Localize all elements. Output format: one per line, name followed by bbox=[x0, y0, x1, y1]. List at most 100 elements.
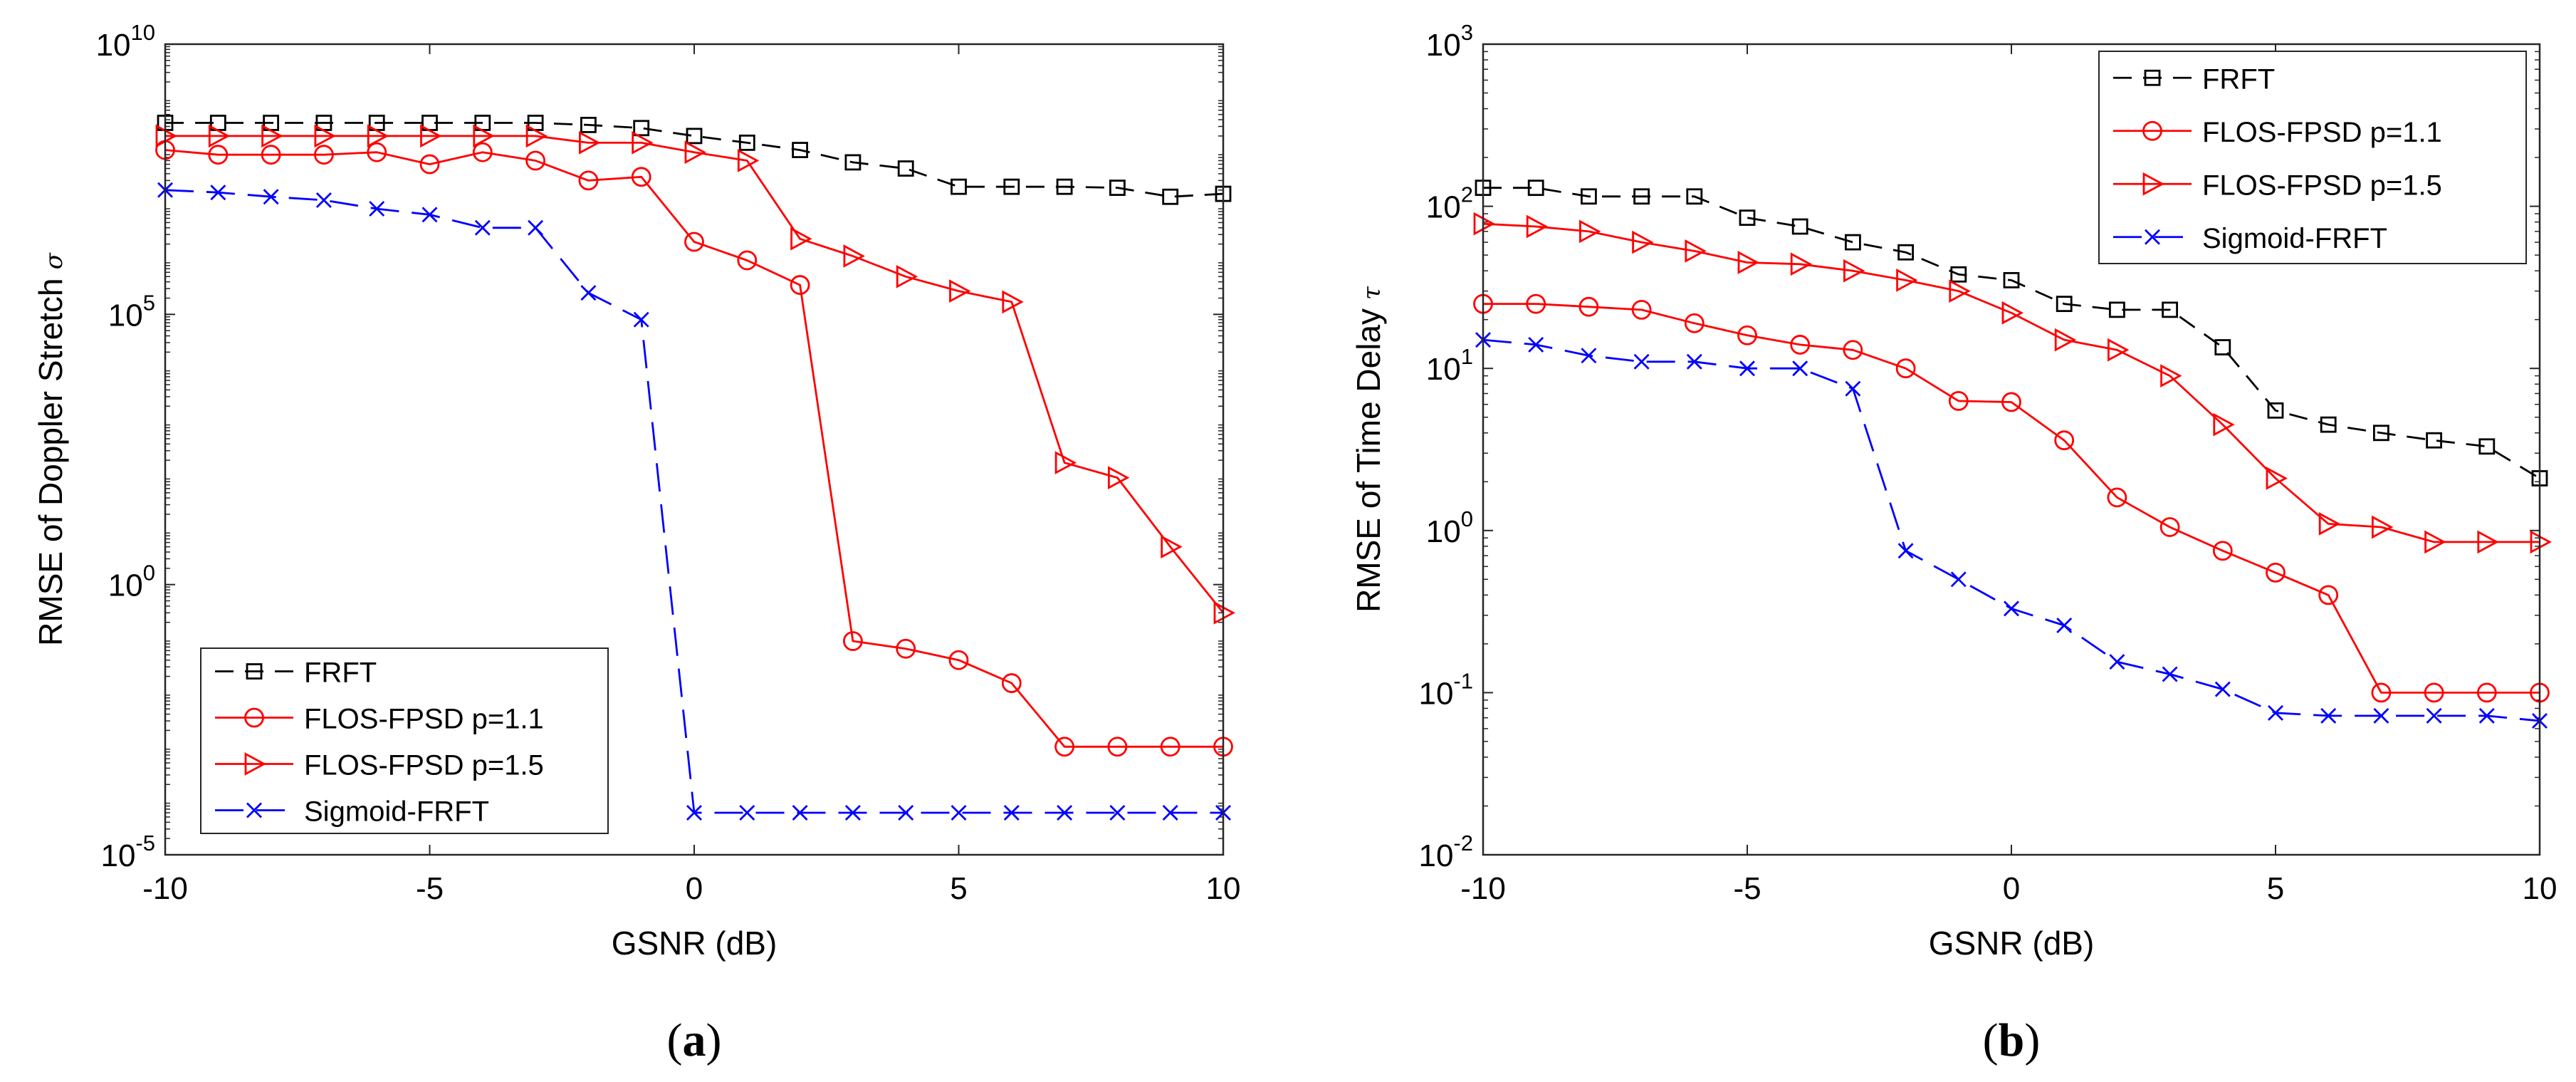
series-sigmoid-frft bbox=[157, 182, 1231, 821]
data-point bbox=[579, 131, 601, 155]
data-point bbox=[1686, 353, 1702, 370]
data-point bbox=[1897, 543, 1914, 559]
data-point bbox=[2478, 438, 2496, 455]
panel-a: -10 -5 0 5 10 10-5 100 105 1010 GSNR (dB) RMSE of … bbox=[32, 20, 1240, 1066]
y-axis-label: RMSE of Time Delayτ bbox=[1350, 286, 1387, 613]
data-point bbox=[2162, 301, 2179, 318]
panel-caption: (b) bbox=[1983, 1014, 2041, 1066]
data-point bbox=[1632, 230, 1654, 254]
data-point bbox=[528, 219, 544, 236]
legend-marker bbox=[244, 752, 266, 776]
data-point bbox=[2477, 530, 2499, 554]
data-point bbox=[1845, 380, 1861, 397]
legend-marker bbox=[2144, 69, 2161, 86]
data-point bbox=[1056, 178, 1073, 195]
data-point bbox=[472, 142, 493, 162]
data-point bbox=[2267, 402, 2284, 419]
legend-label: Sigmoid-FRFT bbox=[2202, 223, 2387, 254]
data-point bbox=[2213, 412, 2235, 437]
data-point bbox=[2160, 364, 2182, 387]
legend-marker bbox=[246, 663, 263, 680]
data-point bbox=[1526, 214, 1549, 239]
legend-label: FRFT bbox=[2202, 63, 2275, 95]
data-point bbox=[1895, 358, 1916, 379]
x-tick-label: 5 bbox=[2267, 871, 2284, 906]
data-point bbox=[2162, 666, 2178, 682]
data-point bbox=[2320, 707, 2337, 724]
data-point bbox=[580, 117, 597, 133]
y-tick-label: 10-2 bbox=[1418, 831, 1473, 873]
x-axis-label: GSNR (dB) bbox=[612, 925, 777, 962]
data-point bbox=[1581, 348, 1597, 364]
data-point bbox=[474, 219, 491, 236]
data-point bbox=[843, 631, 863, 651]
data-point bbox=[1897, 244, 1915, 261]
data-point bbox=[737, 250, 758, 271]
legend: FRFT FLOS-FPSD p=1.1 FLOS-FPSD p=1.5 Sigmoi… bbox=[2098, 51, 2527, 264]
data-point bbox=[1109, 180, 1126, 197]
panel-caption: (a) bbox=[667, 1014, 722, 1066]
data-point bbox=[1580, 188, 1597, 205]
data-point bbox=[2001, 392, 2021, 412]
data-point bbox=[2426, 432, 2443, 449]
data-point bbox=[1054, 737, 1074, 757]
data-point bbox=[1528, 336, 1544, 353]
data-point bbox=[2424, 682, 2444, 703]
data-point bbox=[2107, 338, 2130, 362]
y-axis-label: RMSE of Doppler Stretchσ bbox=[32, 252, 69, 645]
data-point bbox=[633, 311, 649, 328]
data-point bbox=[2054, 430, 2075, 451]
data-point bbox=[1739, 209, 1756, 227]
data-point bbox=[844, 804, 861, 821]
data-point bbox=[1633, 188, 1650, 205]
series-line bbox=[1482, 222, 2540, 543]
data-point bbox=[1002, 290, 1024, 314]
x-axis-label: GSNR (dB) bbox=[1929, 925, 2095, 962]
data-point bbox=[1949, 279, 1971, 303]
data-point bbox=[1739, 360, 1755, 377]
data-point bbox=[473, 124, 495, 148]
data-point bbox=[1737, 251, 1759, 274]
data-point bbox=[525, 124, 548, 148]
data-point bbox=[738, 134, 755, 151]
data-point bbox=[1160, 737, 1180, 757]
y-tick-label: 101 bbox=[1426, 344, 1473, 387]
data-point bbox=[2320, 416, 2337, 433]
data-point bbox=[843, 244, 865, 268]
axes-box bbox=[1482, 43, 2541, 856]
y-tick-label: 100 bbox=[1426, 506, 1473, 549]
data-point bbox=[2318, 585, 2339, 605]
data-point bbox=[315, 192, 332, 208]
data-point bbox=[1003, 804, 1020, 821]
data-point bbox=[2476, 682, 2497, 703]
data-point bbox=[951, 178, 967, 195]
data-point bbox=[2054, 328, 2077, 352]
data-point bbox=[2372, 425, 2389, 442]
data-point bbox=[2056, 617, 2073, 633]
y-tick-label: 10-1 bbox=[1418, 668, 1473, 711]
data-point bbox=[1950, 571, 1967, 588]
data-point bbox=[1109, 804, 1126, 821]
panel-b: -10 -5 0 5 10 10-2 10-1 100 101 102 103 GSNR (dB) RM… bbox=[1350, 20, 2557, 1066]
data-point bbox=[1003, 178, 1020, 195]
data-point bbox=[263, 189, 279, 205]
legend-label: FRFT bbox=[304, 657, 377, 689]
data-point bbox=[525, 150, 545, 171]
data-point bbox=[948, 650, 969, 670]
data-point bbox=[1896, 269, 1918, 292]
x-tick-label: 0 bbox=[2003, 871, 2020, 906]
data-point bbox=[2373, 707, 2389, 724]
data-point bbox=[314, 124, 336, 148]
data-point bbox=[1843, 340, 1863, 360]
data-point bbox=[631, 167, 651, 187]
data-point bbox=[1685, 239, 1707, 263]
data-point bbox=[686, 128, 703, 145]
y-tick-label: 105 bbox=[108, 290, 155, 333]
data-point bbox=[578, 170, 599, 191]
data-point bbox=[897, 160, 914, 177]
data-point bbox=[313, 145, 334, 165]
series-line bbox=[1483, 187, 2540, 479]
legend-label: Sigmoid-FRFT bbox=[304, 796, 489, 828]
data-point bbox=[2426, 707, 2442, 724]
